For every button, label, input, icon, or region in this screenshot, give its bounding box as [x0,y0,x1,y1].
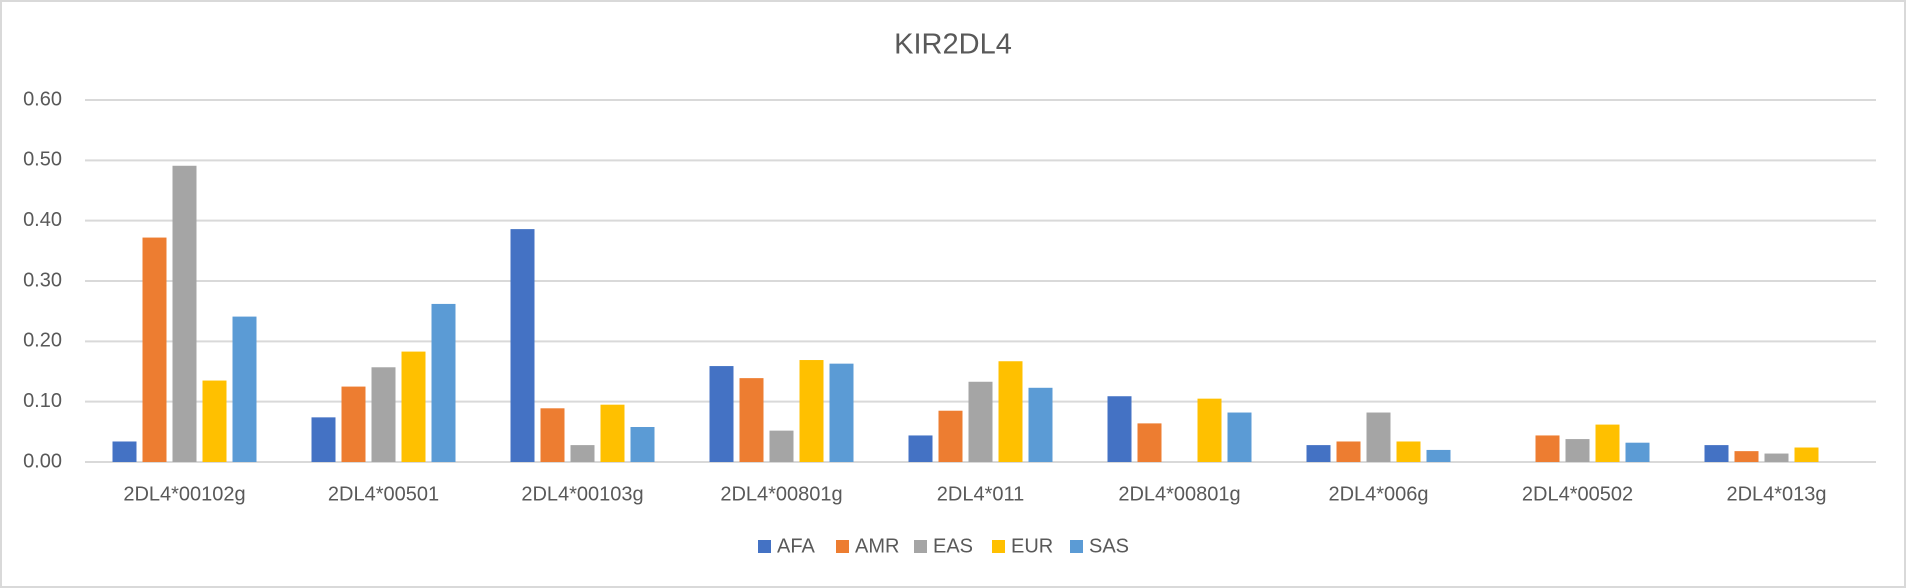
bar [769,430,794,462]
legend-swatch [1070,540,1083,553]
bar [112,441,137,462]
bar [311,417,336,462]
bar [1426,449,1451,462]
bar [1734,451,1759,462]
bar [1306,445,1331,462]
legend-swatch [992,540,1005,553]
bar [600,404,625,462]
x-tick-label: 2DL4*00502 [1522,483,1633,505]
legend-label: SAS [1089,535,1129,557]
bar [1396,441,1421,462]
bar [401,351,426,462]
bar [1764,453,1789,462]
bar [1794,447,1819,462]
bar [938,410,963,462]
y-tick-label: 0.50 [23,149,62,171]
bar [1565,439,1590,462]
legend-swatch [836,540,849,553]
bar [431,303,456,462]
legend-label: AMR [855,535,899,557]
y-tick-label: 0.20 [23,330,62,352]
bar [739,378,764,462]
bar [341,386,366,462]
bar [1197,398,1222,462]
bar [1704,445,1729,462]
bar [829,363,854,462]
bar [172,165,197,462]
x-tick-label: 2DL4*00501 [328,483,439,505]
bar [968,381,993,462]
bar [1366,412,1391,462]
bar [1625,442,1650,462]
bar [799,360,824,462]
x-tick-label: 2DL4*00801g [1118,483,1240,505]
bar [202,380,227,462]
bar [371,367,396,462]
legend-label: AFA [777,535,815,557]
bar [510,229,535,462]
legend-swatch [914,540,927,553]
bar [570,445,595,462]
bar [1227,412,1252,462]
bar [1137,423,1162,462]
x-tick-label: 2DL4*011 [937,483,1024,505]
y-tick-label: 0.60 [23,88,62,110]
legend-label: EAS [933,535,973,557]
legend-swatch [758,540,771,553]
bar [1535,435,1560,462]
x-tick-label: 2DL4*00103g [521,483,643,505]
chart-title: KIR2DL4 [894,29,1012,61]
bar [998,361,1023,462]
y-tick-label: 0.10 [23,390,62,412]
x-tick-label: 2DL4*00102g [123,483,245,505]
x-tick-label: 2DL4*00801g [720,483,842,505]
x-tick-label: 2DL4*013g [1726,483,1826,505]
bar [1028,387,1053,462]
bar [1107,396,1132,462]
bar [1336,441,1361,462]
bar [1595,424,1620,462]
y-tick-label: 0.00 [23,450,62,472]
bar [142,237,167,462]
legend-label: EUR [1011,535,1053,557]
bar [709,366,734,462]
y-tick-label: 0.30 [23,269,62,291]
bar [630,427,655,462]
bar [232,316,257,462]
x-tick-label: 2DL4*006g [1328,483,1428,505]
y-tick-label: 0.40 [23,209,62,231]
bar [908,435,933,462]
bar [540,408,565,462]
